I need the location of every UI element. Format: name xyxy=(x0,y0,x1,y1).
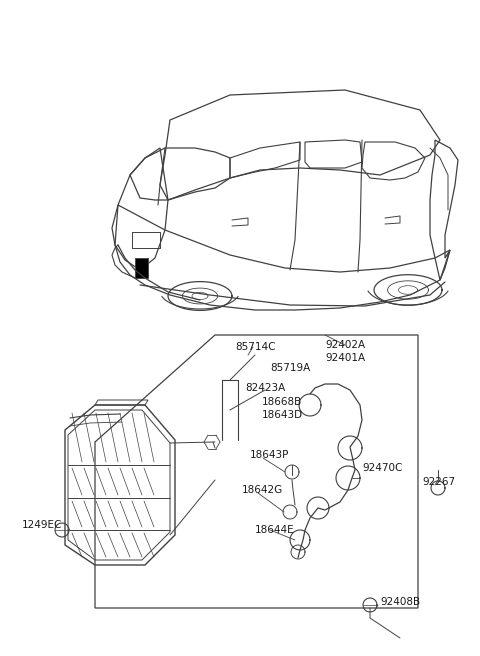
Text: 82423A: 82423A xyxy=(245,383,285,393)
Text: 92402A: 92402A xyxy=(325,340,365,350)
Text: 18668B: 18668B xyxy=(262,397,302,407)
Text: 18643P: 18643P xyxy=(250,450,289,460)
Text: 85719A: 85719A xyxy=(270,363,310,373)
Text: 18642G: 18642G xyxy=(242,485,283,495)
Text: 18644E: 18644E xyxy=(255,525,295,535)
Text: 92267: 92267 xyxy=(422,477,455,487)
Polygon shape xyxy=(135,258,148,278)
Text: 92408B: 92408B xyxy=(380,597,420,607)
Text: 85714C: 85714C xyxy=(235,342,275,352)
Text: 92470C: 92470C xyxy=(362,463,402,473)
Text: 18643D: 18643D xyxy=(262,410,303,420)
Text: 92401A: 92401A xyxy=(325,353,365,363)
Text: 1249EC: 1249EC xyxy=(22,520,62,530)
